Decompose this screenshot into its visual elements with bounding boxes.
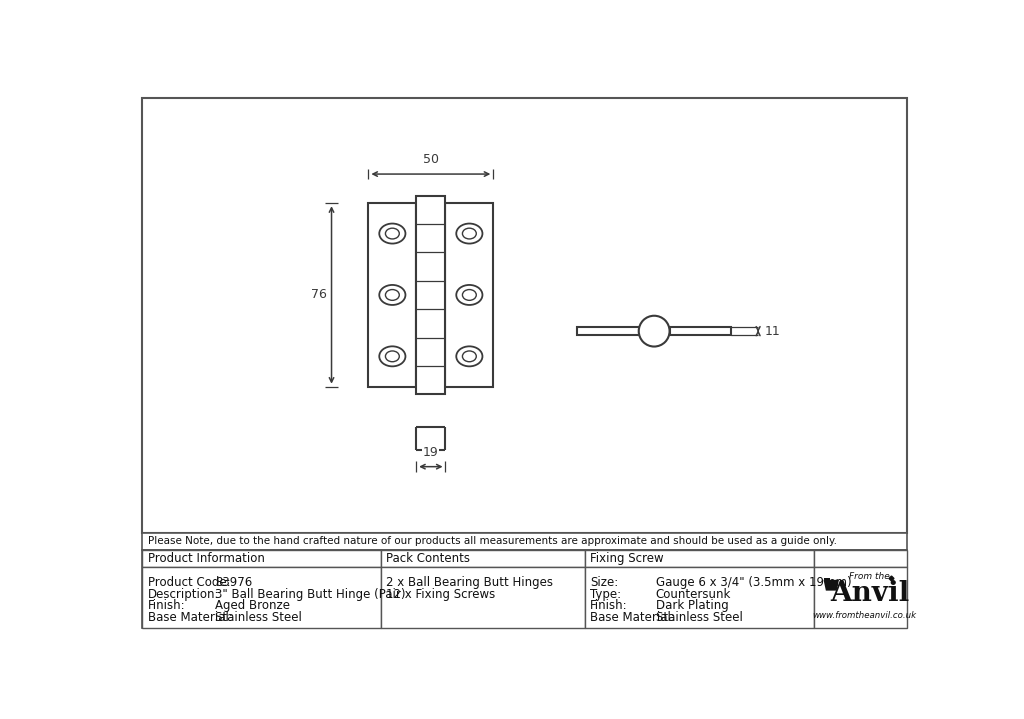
Polygon shape bbox=[823, 578, 829, 580]
Text: 3" Ball Bearing Butt Hinge (Pair): 3" Ball Bearing Butt Hinge (Pair) bbox=[215, 587, 406, 600]
Bar bbox=[142, 550, 381, 567]
Text: 2 x Ball Bearing Butt Hinges: 2 x Ball Bearing Butt Hinges bbox=[386, 576, 553, 589]
Text: 12 x Fixing Screws: 12 x Fixing Screws bbox=[386, 587, 496, 600]
Bar bbox=[381, 567, 585, 628]
Text: www.fromtheanvil.co.uk: www.fromtheanvil.co.uk bbox=[812, 610, 916, 620]
Text: Stainless Steel: Stainless Steel bbox=[215, 610, 302, 623]
Text: Description:: Description: bbox=[147, 587, 219, 600]
Circle shape bbox=[639, 316, 670, 347]
Bar bbox=[585, 550, 814, 567]
Text: Please Note, due to the hand crafted nature of our products all measurements are: Please Note, due to the hand crafted nat… bbox=[148, 536, 838, 546]
Text: Base Material:: Base Material: bbox=[590, 610, 675, 623]
Text: Pack Contents: Pack Contents bbox=[386, 551, 470, 565]
Polygon shape bbox=[823, 580, 839, 590]
Text: From the: From the bbox=[849, 572, 890, 581]
Bar bbox=[142, 567, 381, 628]
Bar bbox=[142, 533, 907, 550]
Text: Fixing Screw: Fixing Screw bbox=[590, 551, 664, 565]
Text: 83976: 83976 bbox=[215, 576, 253, 589]
Bar bbox=[381, 550, 585, 567]
Text: Product Code:: Product Code: bbox=[147, 576, 230, 589]
Text: Size:: Size: bbox=[590, 576, 618, 589]
Bar bbox=[578, 327, 639, 335]
Text: Finish:: Finish: bbox=[147, 599, 185, 612]
Text: Finish:: Finish: bbox=[590, 599, 628, 612]
Text: Product Information: Product Information bbox=[147, 551, 264, 565]
Text: Base Material:: Base Material: bbox=[147, 610, 232, 623]
Bar bbox=[416, 196, 445, 394]
Text: 76: 76 bbox=[311, 288, 327, 301]
Bar bbox=[814, 567, 906, 628]
Text: 11: 11 bbox=[764, 325, 780, 338]
Text: Stainless Steel: Stainless Steel bbox=[655, 610, 742, 623]
Bar bbox=[670, 327, 731, 335]
Text: 50: 50 bbox=[423, 153, 439, 166]
Text: Countersunk: Countersunk bbox=[655, 587, 731, 600]
Bar bbox=[445, 203, 494, 387]
Text: 19: 19 bbox=[423, 446, 438, 459]
Bar bbox=[585, 567, 814, 628]
Text: Dark Plating: Dark Plating bbox=[655, 599, 728, 612]
Text: Type:: Type: bbox=[590, 587, 622, 600]
Text: Gauge 6 x 3/4" (3.5mm x 19mm): Gauge 6 x 3/4" (3.5mm x 19mm) bbox=[655, 576, 851, 589]
Text: Anvil: Anvil bbox=[830, 580, 909, 607]
Bar bbox=[142, 98, 907, 533]
Bar bbox=[369, 203, 416, 387]
Bar bbox=[814, 550, 906, 567]
Bar bbox=[142, 550, 906, 628]
Text: Aged Bronze: Aged Bronze bbox=[215, 599, 290, 612]
